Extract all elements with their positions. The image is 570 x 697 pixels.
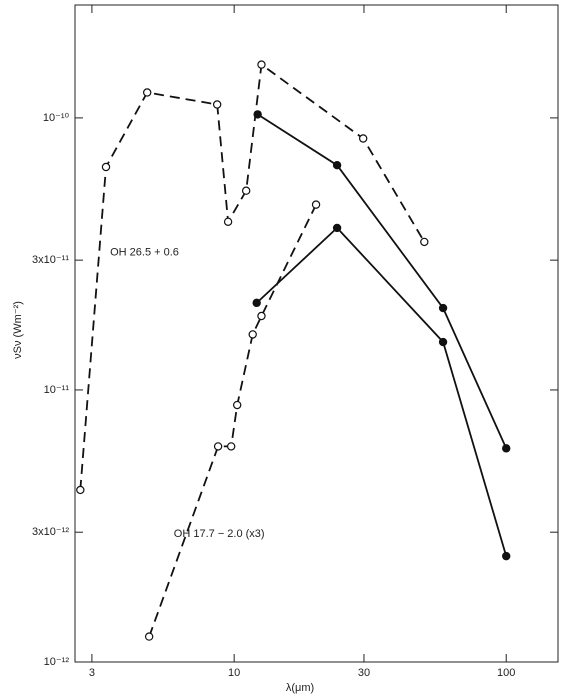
data-point <box>142 88 152 97</box>
data-point <box>101 162 111 172</box>
data-point <box>144 632 154 641</box>
data-point <box>212 100 222 109</box>
series-line <box>148 204 317 637</box>
plot-frame <box>74 4 559 663</box>
data-point <box>213 442 223 451</box>
annotation: OH 26.5 + 0.6 <box>110 246 179 258</box>
data-point <box>257 311 266 321</box>
x-tick-label: 30 <box>358 667 370 679</box>
x-tick-label: 100 <box>497 667 515 679</box>
x-axis-label: λ(μm) <box>286 682 314 694</box>
y-tick-label: 3x10⁻¹¹ <box>32 254 69 266</box>
x-tick-label: 10 <box>228 667 240 679</box>
y-tick-label: 10⁻¹¹ <box>44 384 70 396</box>
data-point <box>257 60 266 69</box>
series-line <box>256 226 508 557</box>
series-line <box>257 113 508 449</box>
data-point <box>502 551 511 561</box>
data-point <box>502 444 511 453</box>
data-point <box>438 303 448 313</box>
y-axis-label: νSν (Wm⁻²) <box>12 301 24 359</box>
x-tick-label: 3 <box>89 667 95 679</box>
y-tick-label: 3x10⁻¹² <box>32 526 69 538</box>
y-tick-label: 10⁻¹⁰ <box>43 112 70 124</box>
data-point <box>232 400 242 410</box>
data-point <box>311 200 321 209</box>
data-point <box>226 442 236 451</box>
data-point <box>76 485 85 495</box>
data-point <box>332 223 342 233</box>
data-point <box>241 186 251 195</box>
series-line <box>79 62 426 490</box>
data-point <box>248 330 257 339</box>
data-point <box>438 337 448 347</box>
data-point <box>420 237 429 247</box>
data-point <box>358 134 368 143</box>
annotation: OH 17.7 − 2.0 (x3) <box>174 528 265 540</box>
data-point <box>253 110 262 119</box>
data-point <box>332 161 342 170</box>
data-point <box>223 217 233 227</box>
y-tick-label: 10⁻¹² <box>44 656 70 668</box>
data-point <box>252 298 261 308</box>
